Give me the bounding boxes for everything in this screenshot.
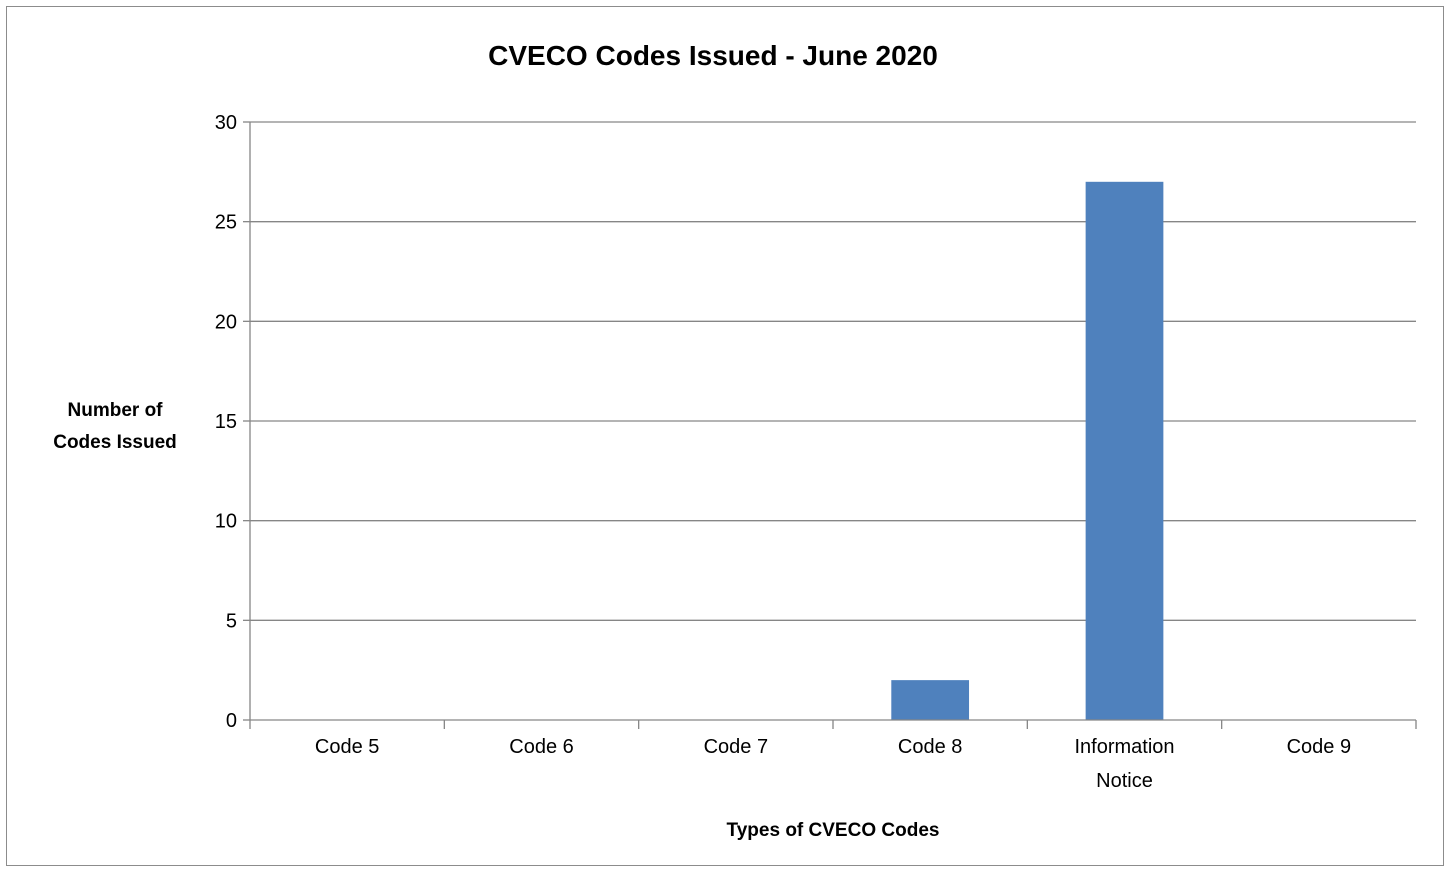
y-tick-labels: 0 5 10 15 20 25 30 — [215, 112, 250, 732]
x-tick-label: Code 9 — [1287, 736, 1352, 758]
y-axis-title-line: Codes Issued — [53, 432, 177, 453]
x-tick-label: Code 5 — [315, 736, 380, 758]
x-tick-label-line: Code 8 — [898, 736, 963, 758]
x-tick-label-line: Code 9 — [1287, 736, 1352, 758]
y-axis-title-line: Number of — [68, 400, 164, 421]
x-tick-label-line: Code 7 — [704, 736, 769, 758]
x-tick-label-line: Notice — [1096, 770, 1153, 792]
y-tick-label: 5 — [226, 610, 237, 632]
x-tick-labels: Code 5 Code 6 Code 7 Code 8 Information Notic… — [249, 720, 1417, 792]
x-tick-label: Code 8 — [898, 736, 963, 758]
x-axis-title: Types of CVECO Codes — [727, 820, 940, 841]
x-tick-label-line: Code 6 — [509, 736, 574, 758]
gridlines — [250, 121, 1416, 621]
y-tick-label: 15 — [215, 411, 237, 433]
chart-title: CVECO Codes Issued - June 2020 — [488, 40, 938, 71]
bars — [891, 181, 1164, 721]
x-tick-label: Code 6 — [509, 736, 574, 758]
chart-frame: CVECO Codes Issued - June 2020 0 5 10 15 20 2… — [6, 6, 1444, 866]
x-tick-label: Code 7 — [704, 736, 769, 758]
bar-3 — [891, 680, 970, 720]
bar-4 — [1085, 181, 1164, 721]
y-tick-label: 0 — [226, 710, 237, 732]
x-tick-label-line: Information — [1074, 736, 1174, 758]
y-tick-label: 25 — [215, 212, 237, 234]
y-tick-label: 10 — [215, 511, 237, 533]
y-tick-label: 30 — [215, 112, 237, 134]
x-tick-label-line: Code 5 — [315, 736, 380, 758]
y-tick-label: 20 — [215, 311, 237, 333]
bar-chart: CVECO Codes Issued - June 2020 0 5 10 15 20 2… — [53, 40, 1417, 841]
y-axis-title: Number of Codes Issued — [53, 400, 177, 453]
x-tick-label: Information Notice — [1074, 736, 1174, 792]
